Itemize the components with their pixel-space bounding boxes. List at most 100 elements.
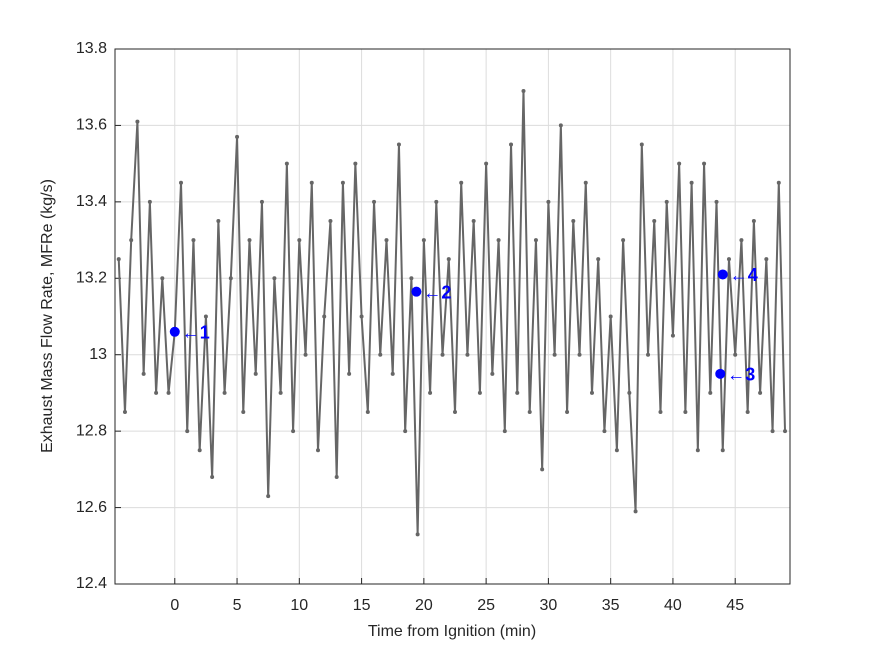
data-marker xyxy=(515,390,520,395)
data-marker xyxy=(571,218,576,223)
data-marker xyxy=(347,371,352,376)
y-axis-label: Exhaust Mass Flow Rate, MFRe (kg/s) xyxy=(39,179,56,453)
annotation-label: ←2 xyxy=(423,282,451,302)
y-tick-label: 12.8 xyxy=(76,422,107,439)
data-marker xyxy=(751,218,756,223)
data-marker xyxy=(627,390,632,395)
y-tick-label: 12.6 xyxy=(76,499,107,516)
data-marker xyxy=(340,180,345,185)
data-marker xyxy=(259,199,264,204)
data-marker xyxy=(315,448,320,453)
data-marker xyxy=(670,333,675,338)
data-marker xyxy=(509,142,514,147)
data-marker xyxy=(565,410,570,415)
data-marker xyxy=(353,161,358,166)
data-marker xyxy=(527,410,532,415)
annotation-label: ←4 xyxy=(730,265,758,285)
annotation-marker xyxy=(411,286,422,297)
data-marker xyxy=(415,532,420,537)
data-marker xyxy=(552,352,557,357)
data-marker xyxy=(129,238,134,243)
data-marker xyxy=(197,448,202,453)
x-tick-label: 20 xyxy=(415,597,433,614)
data-marker xyxy=(247,238,252,243)
data-marker xyxy=(216,218,221,223)
data-marker xyxy=(434,199,439,204)
data-marker xyxy=(365,410,370,415)
y-tick-label: 13.2 xyxy=(76,270,107,287)
data-marker xyxy=(546,199,551,204)
data-marker xyxy=(764,257,769,262)
data-marker xyxy=(334,475,339,479)
x-tick-label: 40 xyxy=(664,597,682,614)
data-marker xyxy=(496,238,501,243)
data-marker xyxy=(614,448,619,453)
data-marker xyxy=(322,314,327,319)
annotation-marker xyxy=(717,269,728,280)
data-marker xyxy=(210,475,215,479)
data-marker xyxy=(720,448,725,453)
data-marker xyxy=(745,410,750,415)
data-marker xyxy=(770,429,775,434)
data-marker xyxy=(521,89,526,94)
data-marker xyxy=(403,429,408,434)
data-marker xyxy=(683,410,688,415)
data-marker xyxy=(328,218,333,223)
data-marker xyxy=(477,390,482,395)
annotation-label: ←1 xyxy=(182,323,210,343)
y-tick-label: 13.4 xyxy=(76,193,107,210)
data-marker xyxy=(484,161,489,166)
data-marker xyxy=(596,257,601,262)
data-marker xyxy=(465,352,470,357)
data-marker xyxy=(396,142,401,147)
data-marker xyxy=(116,257,121,262)
data-marker xyxy=(359,314,364,319)
data-marker xyxy=(372,199,377,204)
data-marker xyxy=(646,352,651,357)
data-marker xyxy=(502,429,507,434)
data-marker xyxy=(726,257,731,262)
data-marker xyxy=(297,238,302,243)
data-marker xyxy=(739,238,744,243)
data-marker xyxy=(695,448,700,453)
data-marker xyxy=(378,352,383,357)
annotation-marker xyxy=(715,368,726,379)
y-tick-label: 13 xyxy=(89,346,107,363)
data-marker xyxy=(154,390,159,395)
data-marker xyxy=(203,314,208,319)
x-tick-label: 30 xyxy=(539,597,557,614)
data-marker xyxy=(621,238,626,243)
data-marker xyxy=(577,352,582,357)
data-marker xyxy=(303,352,308,357)
data-marker xyxy=(583,180,588,185)
data-marker xyxy=(758,390,763,395)
data-marker xyxy=(141,371,146,376)
data-marker xyxy=(390,371,395,376)
data-marker xyxy=(540,467,545,472)
data-marker xyxy=(471,218,476,223)
x-tick-label: 5 xyxy=(233,597,242,614)
data-marker xyxy=(384,238,389,243)
data-marker xyxy=(309,180,314,185)
data-marker xyxy=(708,390,713,395)
y-tick-label: 13.6 xyxy=(76,117,107,134)
data-marker xyxy=(222,390,227,395)
data-marker xyxy=(558,123,563,128)
data-marker xyxy=(776,180,781,185)
x-axis-label: Time from Ignition (min) xyxy=(368,623,536,640)
data-marker xyxy=(266,494,271,499)
data-marker xyxy=(191,238,196,243)
data-marker xyxy=(253,371,258,376)
data-marker xyxy=(166,390,171,395)
data-marker xyxy=(291,429,296,434)
data-marker xyxy=(421,238,426,243)
data-marker xyxy=(278,390,283,395)
data-marker xyxy=(179,180,184,185)
data-marker xyxy=(440,352,445,357)
data-marker xyxy=(533,238,538,243)
data-marker xyxy=(428,390,433,395)
data-marker xyxy=(490,371,495,376)
data-marker xyxy=(689,180,694,185)
data-marker xyxy=(783,429,788,434)
